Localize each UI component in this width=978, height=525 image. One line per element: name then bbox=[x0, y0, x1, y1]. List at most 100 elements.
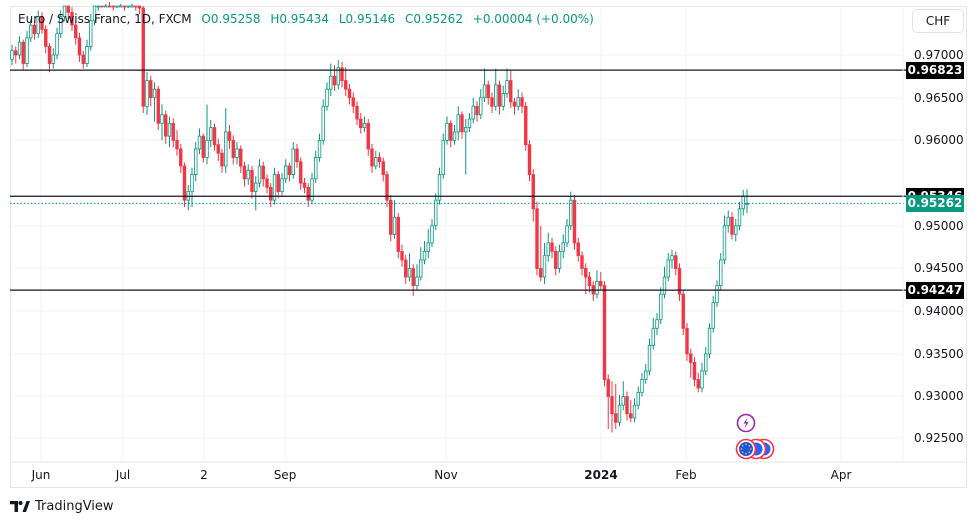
candle-body bbox=[662, 276, 667, 295]
candle-body bbox=[74, 24, 78, 39]
candle-body bbox=[745, 203, 749, 205]
legend-close: C0.95262 bbox=[404, 12, 463, 26]
candle-body bbox=[632, 404, 637, 419]
candle-body bbox=[737, 208, 742, 227]
candle-body bbox=[381, 161, 385, 175]
price-tick-label: 0.96500 bbox=[914, 91, 964, 105]
candle-body bbox=[160, 114, 164, 124]
candle-body bbox=[152, 88, 157, 99]
candle-body bbox=[107, 5, 112, 8]
candle-body bbox=[407, 268, 412, 278]
candle-body bbox=[96, 5, 100, 8]
horizontal-levels bbox=[10, 69, 906, 291]
candle-body bbox=[10, 50, 14, 60]
candle-body bbox=[100, 5, 104, 8]
candlestick-series bbox=[10, 2, 749, 433]
candle-body bbox=[362, 122, 367, 128]
candle-body bbox=[561, 242, 565, 252]
candle-body bbox=[332, 75, 337, 86]
candle-body bbox=[137, 5, 142, 9]
candle-body bbox=[325, 88, 329, 107]
candle-body bbox=[227, 131, 232, 141]
candle-body bbox=[700, 370, 704, 389]
candle-body bbox=[550, 242, 554, 252]
candle-body bbox=[531, 174, 535, 210]
brand-label: TradingView bbox=[35, 499, 114, 514]
candle-body bbox=[490, 97, 494, 107]
candle-body bbox=[385, 174, 389, 201]
time-tick-label: Apr bbox=[830, 468, 852, 482]
symbol-legend[interactable]: Euro / Swiss Franc, 1D, FXCM O0.95258 H0… bbox=[18, 12, 594, 26]
candle-body bbox=[347, 88, 352, 99]
candle-body bbox=[21, 41, 25, 64]
candle-body bbox=[437, 174, 442, 201]
candle-body bbox=[201, 135, 205, 158]
candle-body bbox=[269, 186, 273, 201]
candle-body bbox=[614, 413, 618, 423]
candle-body bbox=[722, 225, 727, 261]
price-tick-label: 0.95000 bbox=[914, 219, 964, 233]
candle-body bbox=[302, 182, 307, 188]
price-tick-label: 0.97000 bbox=[914, 48, 964, 62]
candle-body bbox=[239, 148, 243, 167]
candle-body bbox=[685, 327, 689, 355]
candle-body bbox=[704, 353, 708, 372]
candle-body bbox=[497, 84, 502, 107]
candle-body bbox=[494, 84, 498, 107]
candle-body bbox=[235, 148, 239, 158]
candle-body bbox=[711, 302, 715, 329]
candle-body bbox=[681, 293, 685, 329]
candle-body bbox=[179, 148, 183, 167]
level-price-tag[interactable]: 0.94247 bbox=[906, 281, 964, 299]
candle-body bbox=[287, 165, 292, 175]
candle-body bbox=[295, 148, 299, 163]
price-tick-label: 0.94500 bbox=[914, 261, 964, 275]
candle-body bbox=[542, 255, 547, 278]
candle-body bbox=[126, 5, 130, 8]
candle-body bbox=[261, 165, 265, 180]
tradingview-brand[interactable]: TradingView bbox=[10, 499, 114, 514]
candle-body bbox=[377, 157, 382, 163]
lightning-event-icon[interactable] bbox=[736, 413, 756, 433]
time-tick-label: Jul bbox=[115, 468, 131, 482]
candle-body bbox=[396, 216, 400, 252]
level-price-tag[interactable]: 0.96823 bbox=[906, 61, 964, 79]
candle-body bbox=[344, 80, 348, 90]
candle-body bbox=[317, 139, 322, 158]
candle-body bbox=[194, 148, 198, 175]
candle-body bbox=[51, 54, 55, 64]
price-tick-label: 0.93000 bbox=[914, 389, 964, 403]
candle-body bbox=[452, 131, 457, 141]
candle-body bbox=[411, 268, 415, 286]
candle-body bbox=[70, 11, 74, 26]
candle-body bbox=[276, 174, 280, 193]
eu-flag-events-icon[interactable] bbox=[734, 438, 776, 460]
candle-body bbox=[482, 84, 487, 99]
candle-body bbox=[351, 97, 355, 107]
candle-body bbox=[321, 105, 325, 141]
candle-body bbox=[272, 174, 277, 201]
candle-body bbox=[651, 327, 655, 346]
candle-body bbox=[119, 5, 123, 8]
symbol-title[interactable]: Euro / Swiss Franc, 1D, FXCM bbox=[18, 12, 192, 26]
candle-body bbox=[17, 41, 22, 56]
candle-body bbox=[647, 344, 652, 372]
time-tick-label: Feb bbox=[675, 468, 697, 482]
candle-body bbox=[599, 280, 603, 286]
candle-body bbox=[156, 88, 160, 124]
last-price-tag[interactable]: 0.95262 bbox=[906, 194, 964, 212]
price-tick-label: 0.92500 bbox=[914, 431, 964, 445]
candle-body bbox=[467, 118, 472, 128]
candle-body bbox=[595, 280, 599, 295]
candle-body bbox=[122, 5, 127, 8]
candle-body bbox=[419, 259, 423, 278]
currency-button[interactable]: CHF bbox=[912, 9, 964, 33]
candle-body bbox=[430, 225, 434, 244]
candle-body bbox=[111, 5, 115, 8]
candle-body bbox=[677, 268, 682, 295]
candle-body bbox=[539, 268, 543, 278]
candle-body bbox=[696, 379, 700, 389]
candle-body bbox=[85, 46, 89, 64]
candle-body bbox=[36, 16, 40, 35]
